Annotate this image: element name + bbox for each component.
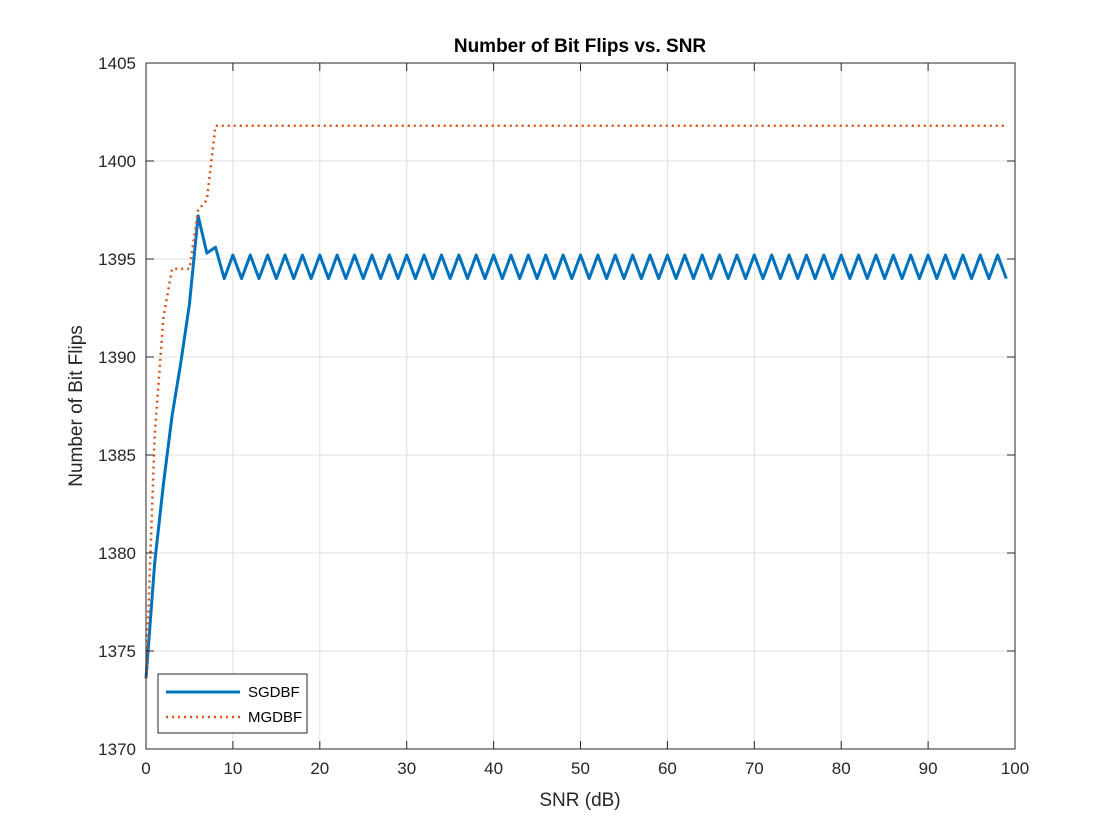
legend-box (157, 673, 308, 734)
y-axis-label: Number of Bit Flips (66, 325, 87, 487)
x-tick-label: 0 (141, 759, 150, 778)
x-axis-label: SNR (dB) (539, 790, 620, 811)
x-tick-label: 80 (832, 759, 851, 778)
series-line-sgdbf (144, 214, 1008, 679)
x-tick-label: 10 (223, 759, 242, 778)
y-tick-label: 1390 (98, 348, 136, 367)
y-tick-label: 1395 (98, 250, 136, 269)
x-tick-label: 40 (484, 759, 503, 778)
x-tick-label: 30 (397, 759, 416, 778)
legend-label-mgdbf: MGDBF (248, 709, 302, 726)
x-tick-label: 20 (310, 759, 329, 778)
legend-label-sgdbf: SGDBF (248, 684, 300, 701)
y-tick-label: 1380 (98, 544, 136, 563)
grid (146, 63, 1015, 749)
x-tick-label: 70 (745, 759, 764, 778)
series-line-mgdbf (144, 124, 1007, 679)
ticks: 0 10 20 30 40 50 60 70 80 90 100 1370 1375 1380 1385 13… (98, 54, 1029, 778)
x-tick-label: 90 (919, 759, 938, 778)
legend: SGDBF MGDBF (157, 673, 308, 734)
y-tick-label: 1405 (98, 54, 136, 73)
series-layer (144, 124, 1008, 679)
y-tick-label: 1375 (98, 642, 136, 661)
chart-title: Number of Bit Flips vs. SNR (454, 36, 707, 57)
x-tick-label: 100 (1001, 759, 1029, 778)
x-tick-label: 50 (571, 759, 590, 778)
y-tick-label: 1370 (98, 740, 136, 759)
y-tick-label: 1385 (98, 446, 136, 465)
x-tick-label: 60 (658, 759, 677, 778)
y-tick-label: 1400 (98, 152, 136, 171)
